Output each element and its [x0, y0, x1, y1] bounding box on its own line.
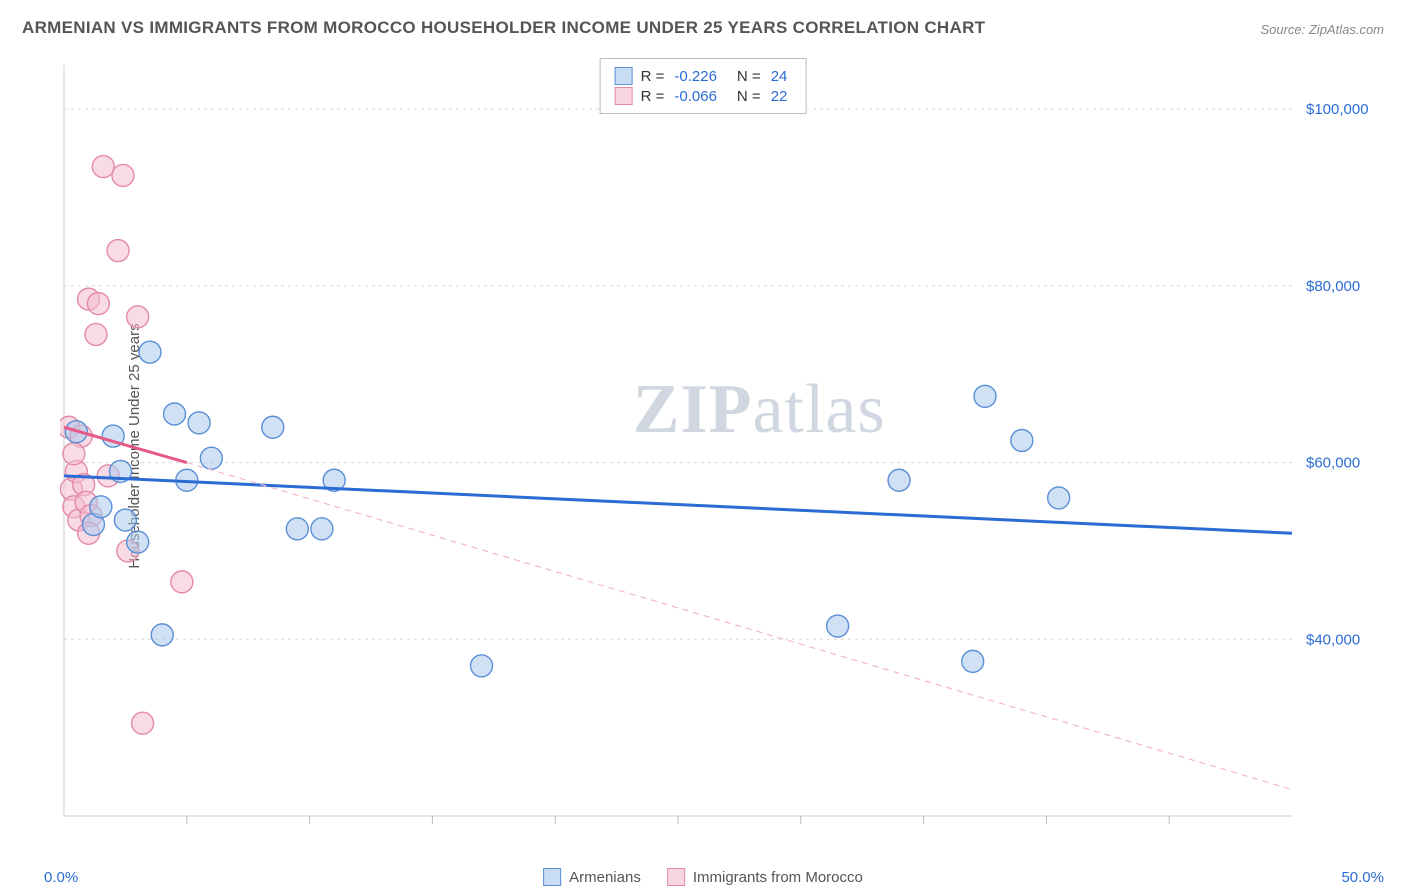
y-tick-label: $100,000 [1306, 101, 1369, 118]
x-axis-max-label: 50.0% [1341, 869, 1384, 886]
data-point [962, 650, 984, 672]
legend-n-label: N = [737, 68, 761, 85]
legend-r-value: -0.066 [674, 88, 717, 105]
data-point [107, 240, 129, 262]
legend-item: Immigrants from Morocco [667, 868, 863, 886]
legend-row: R = -0.226 N = 24 [615, 67, 792, 85]
series-legend: Armenians Immigrants from Morocco [543, 868, 863, 886]
chart-title: ARMENIAN VS IMMIGRANTS FROM MOROCCO HOUS… [22, 18, 985, 38]
data-point [200, 447, 222, 469]
legend-label: Armenians [569, 869, 641, 886]
legend-swatch [667, 868, 685, 886]
correlation-legend: R = -0.226 N = 24 R = -0.066 N = 22 [600, 58, 807, 114]
source-label: Source: ZipAtlas.com [1260, 22, 1384, 37]
regression-line [64, 476, 1292, 533]
legend-label: Immigrants from Morocco [693, 869, 863, 886]
data-point [827, 615, 849, 637]
data-point [112, 164, 134, 186]
y-tick-label: $60,000 [1306, 455, 1360, 472]
data-point [1011, 430, 1033, 452]
data-point [888, 469, 910, 491]
data-point [286, 518, 308, 540]
x-axis-min-label: 0.0% [44, 869, 78, 886]
data-point [85, 323, 107, 345]
legend-swatch [543, 868, 561, 886]
data-point [171, 571, 193, 593]
data-point [188, 412, 210, 434]
data-point [90, 496, 112, 518]
data-point [127, 531, 149, 553]
data-point [311, 518, 333, 540]
legend-n-label: N = [737, 88, 761, 105]
data-point [164, 403, 186, 425]
legend-row: R = -0.066 N = 22 [615, 87, 792, 105]
scatter-plot: $40,000 $60,000 $80,000 $100,000 [60, 55, 1384, 842]
data-point [471, 655, 493, 677]
legend-r-label: R = [641, 68, 665, 85]
legend-r-value: -0.226 [674, 68, 717, 85]
data-point [87, 293, 109, 315]
data-point [92, 156, 114, 178]
data-point [974, 385, 996, 407]
legend-n-value: 22 [771, 88, 788, 105]
y-tick-label: $40,000 [1306, 631, 1360, 648]
legend-item: Armenians [543, 868, 641, 886]
y-tick-label: $80,000 [1306, 278, 1360, 295]
data-point [127, 306, 149, 328]
data-point [151, 624, 173, 646]
data-point [262, 416, 284, 438]
data-point [114, 509, 136, 531]
data-point [1048, 487, 1070, 509]
data-point [63, 443, 85, 465]
legend-r-label: R = [641, 88, 665, 105]
legend-swatch [615, 87, 633, 105]
data-point [132, 712, 154, 734]
regression-extrapolated [187, 463, 1292, 790]
data-point [139, 341, 161, 363]
legend-n-value: 24 [771, 68, 788, 85]
plot-svg: $40,000 $60,000 $80,000 $100,000 [60, 55, 1384, 842]
legend-swatch [615, 67, 633, 85]
